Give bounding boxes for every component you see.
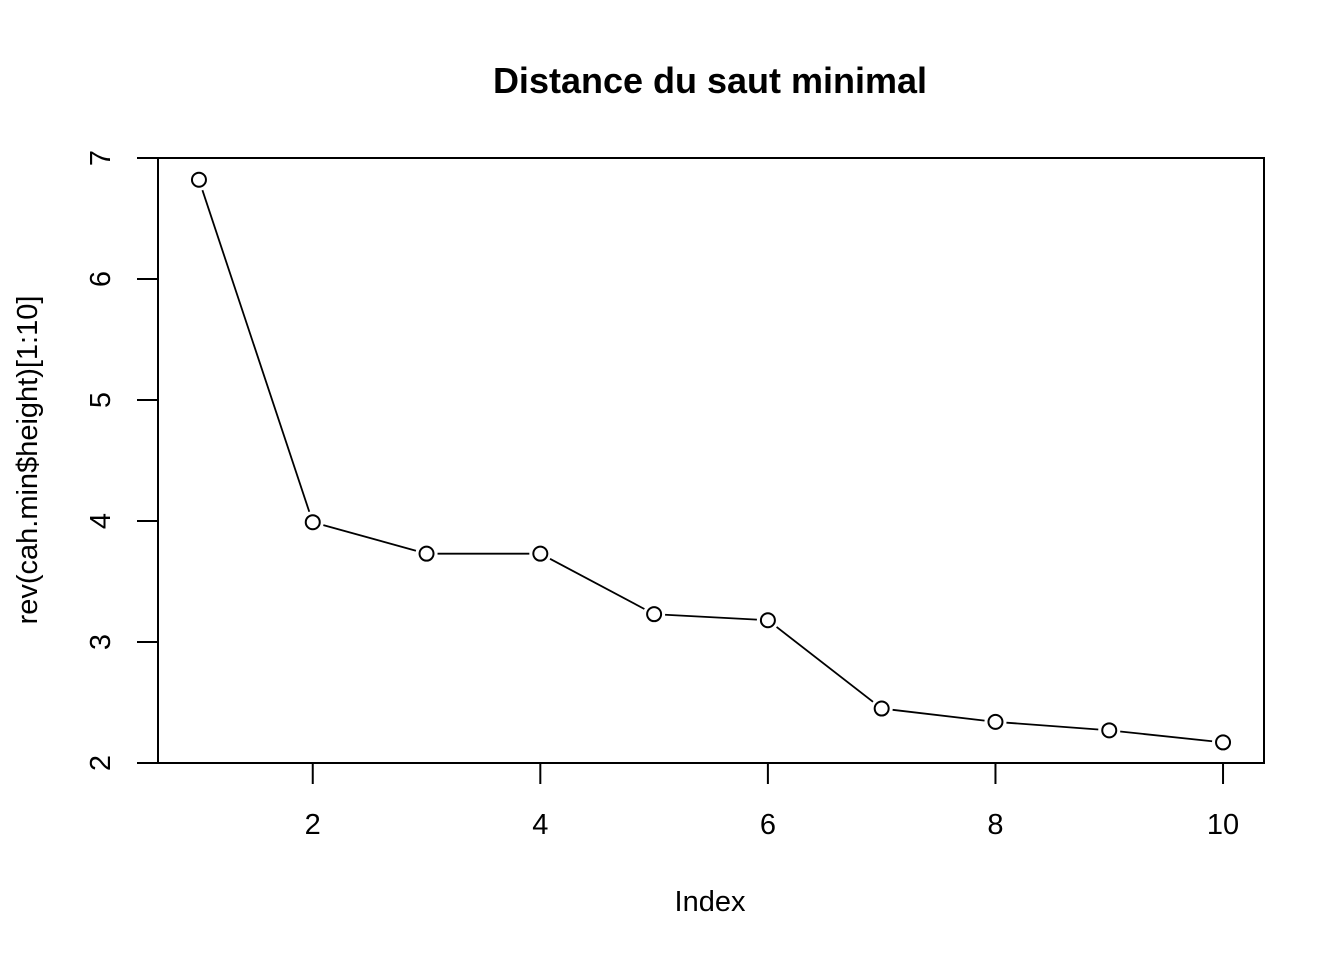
series-segment [201,189,311,513]
x-tick-label: 10 [1207,809,1239,841]
x-tick-label: 8 [987,809,1003,841]
data-point [759,612,776,629]
series-segment [776,626,874,703]
y-axis-title: rev(cah.min$height)[1:10] [12,296,44,625]
y-tick-label: 4 [85,513,117,529]
y-tick-label: 5 [85,392,117,408]
x-tick-label: 2 [305,809,321,841]
x-axis-title: Index [675,886,746,918]
series-segment [549,558,645,610]
data-point [873,700,890,717]
data-point [646,606,663,623]
y-axis: 2 3 4 5 6 7 [85,150,159,771]
chart-title: Distance du saut minimal [493,60,927,101]
x-axis: 2 4 6 8 10 [305,762,1239,841]
series-segment [665,613,757,621]
series-points [190,171,1232,751]
series-segment [323,524,417,552]
data-point [190,171,207,188]
data-point [532,545,549,562]
series-line [201,189,1213,743]
series-segment [892,708,985,722]
data-point [1215,734,1232,751]
y-tick-label: 6 [85,271,117,287]
data-point [418,545,435,562]
y-tick-label: 2 [85,755,117,771]
data-point [304,514,321,531]
x-tick-label: 6 [760,809,776,841]
y-tick-label: 3 [85,634,117,650]
series-segment [1120,730,1213,743]
x-tick-label: 4 [532,809,548,841]
plot-area-box [157,157,1265,764]
y-tick-label: 7 [85,150,117,166]
data-point [1101,722,1118,739]
data-point [987,713,1004,730]
series-segment [1006,721,1099,731]
